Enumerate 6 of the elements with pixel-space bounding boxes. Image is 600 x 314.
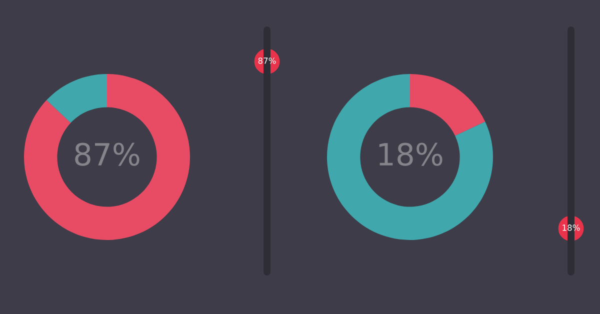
- donut-slice: [24, 74, 190, 240]
- text: 87%: [75, 142, 140, 166]
- donut-slice: [410, 74, 486, 136]
- text: 18%: [379, 142, 442, 166]
- donut-slice: [327, 74, 493, 240]
- donut-slice: [46, 74, 107, 123]
